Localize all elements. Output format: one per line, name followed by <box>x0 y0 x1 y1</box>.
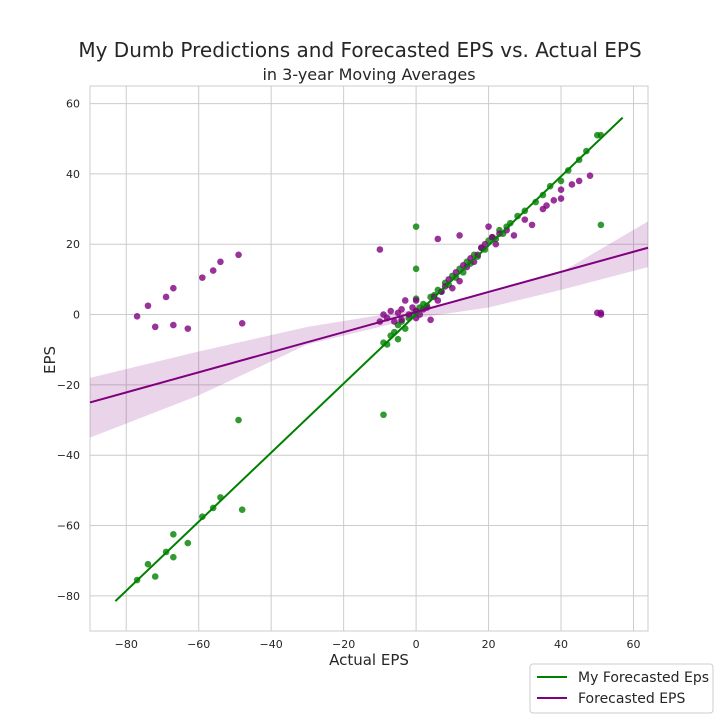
scatter-point-series-0 <box>412 265 420 273</box>
scatter-point-series-1 <box>199 274 206 281</box>
legend-label-forecasted-eps: Forecasted EPS <box>578 691 685 707</box>
scatter-point-series-0 <box>170 531 177 538</box>
legend-label-forecasted-eps-mine: My Forecasted Eps <box>578 670 709 686</box>
scatter-point-series-1 <box>238 320 246 327</box>
scatter-point-series-1 <box>144 302 152 310</box>
regression-lines <box>89 116 649 602</box>
y-tick-label: −80 <box>57 590 80 603</box>
chart-title: My Dumb Predictions and Forecasted EPS v… <box>78 38 641 62</box>
scatter-point-series-0 <box>380 411 387 419</box>
scatter-point-series-1 <box>235 251 242 259</box>
scatter-point-series-1 <box>398 305 405 313</box>
scatter-point-series-1 <box>488 233 496 241</box>
y-tick-label: 40 <box>66 168 80 181</box>
x-tick-label: 20 <box>482 638 496 651</box>
scatter-point-series-1 <box>412 297 420 304</box>
scatter-point-series-1 <box>209 267 217 274</box>
scatter-point-series-1 <box>170 284 177 292</box>
y-axis-label: EPS <box>41 346 59 374</box>
scatter-point-series-1 <box>485 223 492 230</box>
scatter-point-series-1 <box>449 284 456 292</box>
scatter-point-series-1 <box>151 323 159 331</box>
scatter-point-series-1 <box>575 177 583 185</box>
scatter-point-series-1 <box>557 186 565 194</box>
x-tick-label: 0 <box>413 638 420 651</box>
scatter-point-series-1 <box>557 195 565 202</box>
y-tick-label: 20 <box>66 238 80 251</box>
scatter-point-series-0 <box>144 560 152 568</box>
scatter-point-series-1 <box>427 316 434 324</box>
legend: My Forecasted Eps Forecasted EPS <box>529 663 714 714</box>
scatter-point-series-0 <box>151 573 159 580</box>
y-tick-label: −20 <box>57 379 80 392</box>
scatter-point-series-1 <box>162 293 170 301</box>
scatter-point-series-0 <box>394 335 402 343</box>
y-tick-label: 60 <box>66 98 80 111</box>
scatter-point-series-1 <box>133 313 141 320</box>
scatter-point-series-1 <box>510 232 518 239</box>
scatter-point-series-1 <box>398 316 405 324</box>
scatter-point-series-1 <box>170 321 177 329</box>
x-tick-label: −20 <box>332 638 355 651</box>
scatter-point-series-0 <box>238 506 246 513</box>
grid-lines <box>90 86 648 631</box>
legend-box <box>529 663 714 714</box>
x-tick-label: 40 <box>554 638 568 651</box>
scatter-point-series-0 <box>412 223 420 230</box>
chart-subtitle: in 3-year Moving Averages <box>262 65 475 84</box>
scatter-point-series-1 <box>521 216 529 223</box>
regression-line-1 <box>89 246 649 404</box>
scatter-point-series-1 <box>387 307 395 315</box>
x-tick-label: −80 <box>115 638 138 651</box>
y-tick-label: 0 <box>73 309 80 322</box>
x-axis-label: Actual EPS <box>329 651 409 669</box>
x-tick-label: −60 <box>187 638 210 651</box>
x-tick-label: −40 <box>260 638 283 651</box>
scatter-point-series-1 <box>376 246 384 253</box>
y-tick-label: −60 <box>57 520 80 533</box>
scatter-point-series-0 <box>532 198 539 206</box>
scatter-point-series-1 <box>456 277 463 285</box>
y-tick-label: −40 <box>57 449 80 462</box>
scatter-point-series-0 <box>184 539 192 547</box>
scatter-point-series-0 <box>597 221 605 229</box>
regression-line-0 <box>114 116 624 602</box>
scatter-point-series-0 <box>170 553 177 561</box>
scatter-point-series-1 <box>550 196 558 204</box>
scatter-point-series-0 <box>235 416 242 424</box>
scatter-point-series-1 <box>568 181 576 188</box>
x-tick-label: 60 <box>627 638 641 651</box>
scatter-point-series-1 <box>492 240 500 248</box>
scatter-point-series-1 <box>586 172 594 179</box>
scatter-point-series-1 <box>528 221 536 229</box>
scatter-point-series-1 <box>481 240 489 248</box>
scatter-point-series-0 <box>507 219 514 227</box>
scatter-point-series-1 <box>401 297 409 304</box>
tick-labels: −80 −60 −40 −20 0 20 40 60 −80 −60 −40 −20 0 20 40 60 <box>57 98 641 651</box>
scatter-point-series-0 <box>199 513 206 521</box>
scatter-point-series-1 <box>391 318 398 325</box>
scatter-point-series-1 <box>434 235 442 243</box>
scatter-point-series-1 <box>456 232 463 239</box>
scatter-point-series-1 <box>434 297 442 304</box>
scatter-point-series-1 <box>217 258 224 266</box>
scatter-point-series-1 <box>593 309 601 317</box>
scatter-point-series-1 <box>184 325 192 332</box>
scatter-point-series-0 <box>514 212 521 220</box>
scatter-point-series-1 <box>543 202 550 209</box>
